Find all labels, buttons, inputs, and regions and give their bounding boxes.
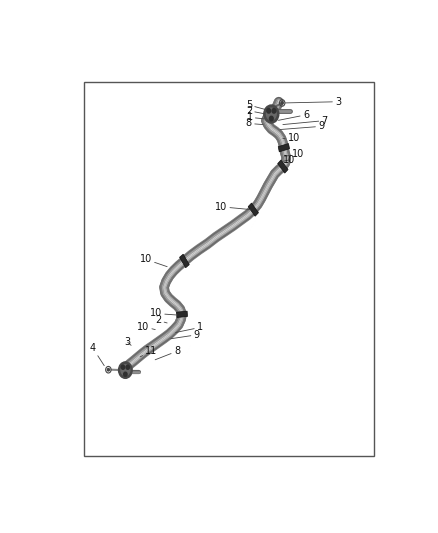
- Circle shape: [121, 365, 125, 369]
- Bar: [84, 83, 374, 456]
- Circle shape: [281, 102, 283, 104]
- Text: 9: 9: [280, 122, 324, 131]
- Text: 10: 10: [140, 254, 167, 266]
- Text: 3: 3: [285, 96, 341, 107]
- Text: 3: 3: [125, 337, 131, 347]
- Text: 10: 10: [283, 155, 295, 165]
- Text: 8: 8: [155, 346, 180, 360]
- Circle shape: [124, 372, 127, 376]
- Text: 8: 8: [246, 118, 263, 128]
- Text: 2: 2: [155, 316, 167, 326]
- Text: 10: 10: [215, 202, 250, 212]
- Circle shape: [266, 108, 276, 120]
- Polygon shape: [180, 254, 189, 268]
- Text: 4: 4: [90, 343, 104, 366]
- Circle shape: [121, 365, 130, 375]
- Circle shape: [264, 105, 279, 123]
- Polygon shape: [278, 143, 290, 152]
- Polygon shape: [248, 203, 258, 216]
- Text: 10: 10: [285, 149, 304, 159]
- Circle shape: [272, 109, 276, 113]
- Text: 6: 6: [279, 110, 309, 120]
- Polygon shape: [177, 311, 187, 318]
- Text: 9: 9: [171, 330, 200, 340]
- Text: 10: 10: [150, 309, 177, 319]
- Circle shape: [267, 109, 271, 113]
- Circle shape: [119, 362, 132, 378]
- Text: 11: 11: [140, 346, 158, 357]
- Circle shape: [126, 365, 130, 369]
- Polygon shape: [278, 160, 288, 173]
- Text: 1: 1: [176, 322, 203, 333]
- Text: 2: 2: [246, 106, 265, 116]
- Text: 5: 5: [246, 100, 265, 110]
- Text: 1: 1: [247, 112, 264, 122]
- Circle shape: [269, 116, 273, 121]
- Text: 10: 10: [137, 321, 155, 332]
- Text: 7: 7: [283, 116, 328, 126]
- Circle shape: [107, 368, 110, 371]
- Text: 10: 10: [283, 133, 300, 143]
